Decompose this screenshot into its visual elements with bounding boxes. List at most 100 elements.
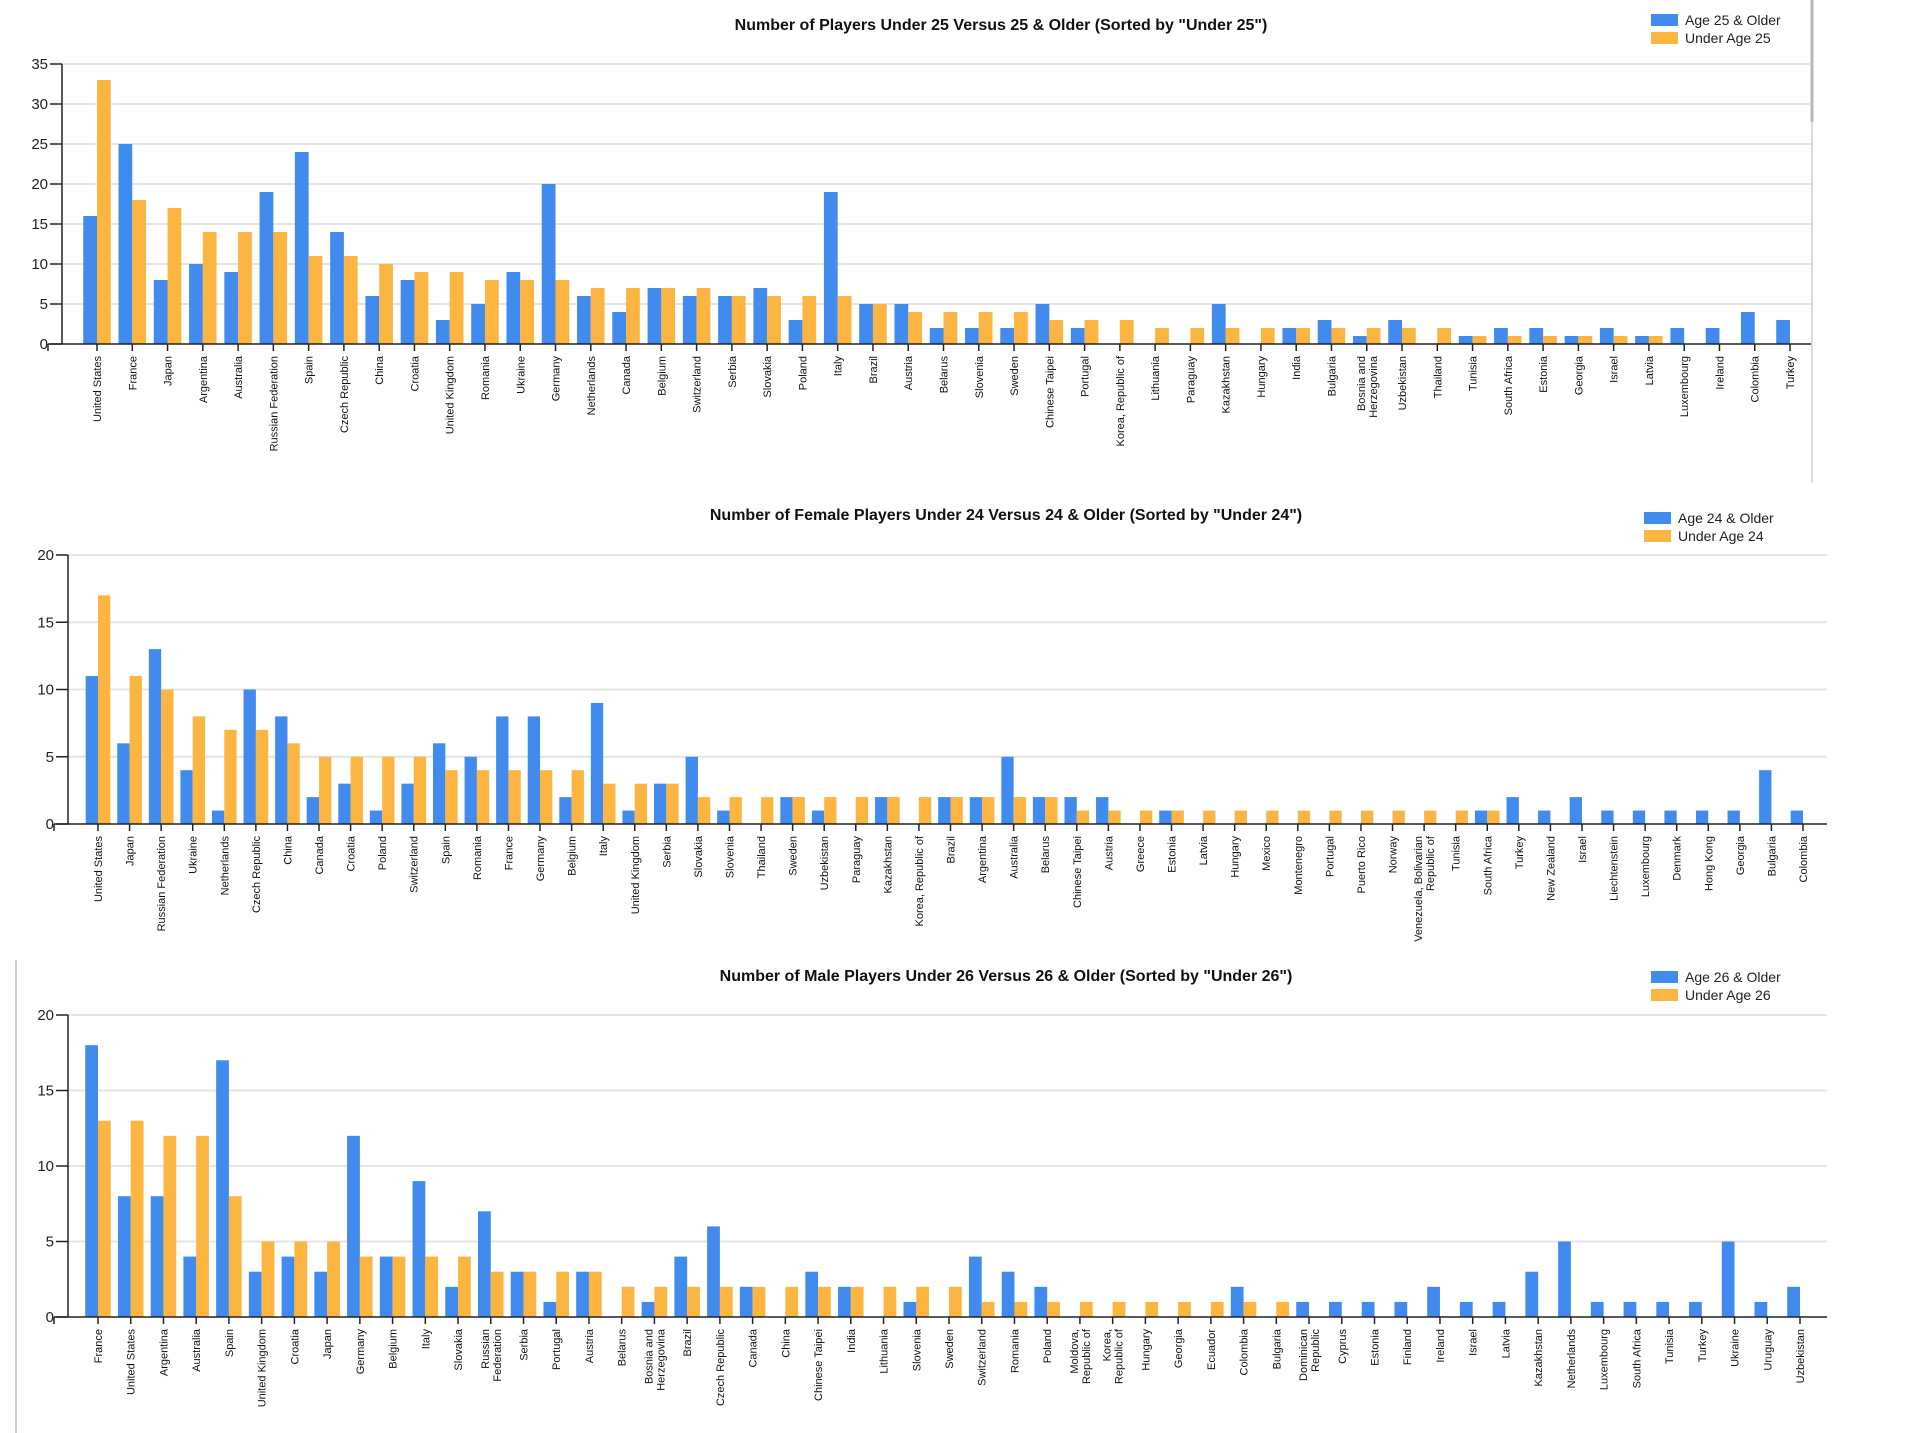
x-tick-label: Colombia	[1750, 355, 1762, 402]
bar-older	[674, 1256, 688, 1317]
bar-older	[576, 1271, 589, 1317]
bar-older	[248, 1271, 262, 1317]
bar-older	[1656, 1301, 1670, 1317]
x-tick-label: Colombia	[1798, 835, 1810, 882]
x-tick-label: Lithuania	[1150, 355, 1162, 401]
x-tick-label: Korea, Republic of	[914, 835, 926, 926]
bar-younger	[1014, 1301, 1028, 1317]
bar-younger	[523, 1271, 537, 1317]
x-tick-label: Israel	[1468, 1329, 1480, 1356]
chart-title: Number of Female Players Under 24 Versus…	[710, 507, 1302, 524]
x-tick-label: Australia	[191, 1328, 203, 1372]
bar-younger	[1360, 810, 1374, 824]
bar-younger	[1112, 1301, 1126, 1317]
bar-younger	[1455, 810, 1468, 824]
y-tick-label: 0	[46, 816, 54, 833]
bar-younger	[1047, 1301, 1060, 1317]
x-tick-label: Ireland	[1714, 356, 1726, 390]
bar-older	[85, 676, 98, 824]
bar-younger	[767, 296, 781, 344]
bar-younger	[697, 797, 711, 824]
bar-older	[506, 272, 521, 344]
bar-younger	[273, 232, 288, 344]
x-tick-label: Finland	[1402, 1329, 1414, 1365]
bar-older	[1064, 797, 1077, 824]
x-tick-label: Serbia	[727, 355, 739, 388]
bar-younger	[916, 1286, 930, 1317]
bar-younger	[661, 288, 676, 344]
bar-older	[189, 264, 203, 344]
bar-older	[1695, 810, 1709, 824]
bar-older	[965, 328, 979, 344]
x-tick-label: Brazil	[946, 836, 958, 864]
x-tick-label: Kazakhstan	[882, 836, 894, 893]
bar-younger	[540, 770, 553, 824]
bar-older	[224, 272, 239, 344]
x-tick-label: Australia	[1009, 835, 1021, 879]
legend-label: Age 25 & Older	[1685, 12, 1781, 28]
bar-younger	[752, 1286, 766, 1317]
x-tick-label: Kazakhstan	[1533, 1329, 1545, 1386]
x-tick-label: Italy	[598, 836, 610, 857]
x-tick-label: France	[93, 1329, 105, 1363]
bar-younger	[508, 770, 521, 824]
bar-older	[1296, 1301, 1310, 1317]
bar-older	[365, 296, 380, 344]
bar-older	[306, 797, 320, 824]
x-tick-label: Italy	[420, 1329, 432, 1350]
bar-younger	[1145, 1301, 1159, 1317]
bar-younger	[445, 770, 458, 824]
legend-swatch-older	[1644, 512, 1671, 524]
bar-younger	[392, 1256, 406, 1317]
x-tick-label: Argentina	[198, 355, 210, 403]
x-tick-label: Slovenia	[724, 835, 736, 878]
x-tick-label: Croatia	[289, 1328, 301, 1364]
x-tick-label: Slovakia	[693, 835, 705, 877]
x-tick-label: Hungary	[1256, 356, 1268, 398]
x-tick-label: Australia	[233, 355, 245, 399]
bar-younger	[949, 1286, 962, 1317]
chart-male-under-26: Number of Male Players Under 26 Versus 2…	[37, 968, 1827, 1407]
bar-older	[788, 320, 803, 344]
x-tick-label: Puerto Rico	[1356, 836, 1368, 893]
x-tick-label: Estonia	[1167, 835, 1179, 873]
bar-younger	[132, 200, 147, 344]
bar-older	[1394, 1301, 1408, 1317]
bar-older	[1569, 797, 1582, 824]
x-tick-label: Bulgaria	[1326, 355, 1338, 396]
bar-older	[654, 783, 667, 824]
x-tick-label: Turkey	[1785, 356, 1797, 390]
bar-younger	[571, 770, 584, 824]
bar-younger	[1578, 336, 1593, 344]
x-tick-label: Russian Federation	[268, 356, 280, 451]
bar-older	[1070, 328, 1085, 344]
x-tick-label: Slovenia	[974, 355, 986, 398]
x-tick-label: United Kingdom	[445, 356, 457, 434]
bar-younger	[255, 729, 269, 824]
bar-younger	[490, 1271, 504, 1317]
x-tick-label: Estonia	[1538, 355, 1550, 393]
bar-older	[1590, 1301, 1604, 1317]
x-tick-label: Luxembourg	[1640, 836, 1652, 897]
bar-older	[875, 797, 888, 824]
bar-older	[1001, 1271, 1015, 1317]
bar-older	[83, 216, 97, 344]
x-tick-label: Kazakhstan	[1221, 356, 1233, 413]
bar-younger	[1243, 1301, 1257, 1317]
bar-younger	[425, 1256, 439, 1317]
bar-older	[577, 296, 591, 344]
x-tick-label: Switzerland	[409, 836, 421, 893]
bar-older	[211, 810, 225, 824]
bar-younger	[555, 280, 570, 344]
x-tick-label: Tunisia	[1468, 355, 1480, 391]
bar-older	[1459, 1301, 1473, 1317]
x-tick-label: DominicanRepublic	[1298, 1329, 1322, 1381]
bar-younger	[1225, 328, 1240, 344]
bar-younger	[1296, 328, 1310, 344]
bar-older	[1558, 1241, 1571, 1317]
bar-older	[590, 702, 604, 824]
bar-younger	[308, 256, 323, 344]
bar-older	[478, 1211, 491, 1317]
bar-older	[1282, 328, 1297, 344]
x-tick-label: Slovakia	[453, 1328, 465, 1370]
